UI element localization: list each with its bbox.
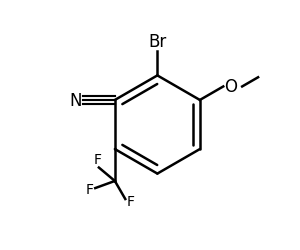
Text: F: F (85, 182, 93, 196)
Text: F: F (126, 194, 134, 208)
Text: O: O (224, 78, 237, 96)
Text: Br: Br (148, 32, 166, 50)
Text: N: N (70, 92, 82, 110)
Text: F: F (93, 153, 101, 166)
